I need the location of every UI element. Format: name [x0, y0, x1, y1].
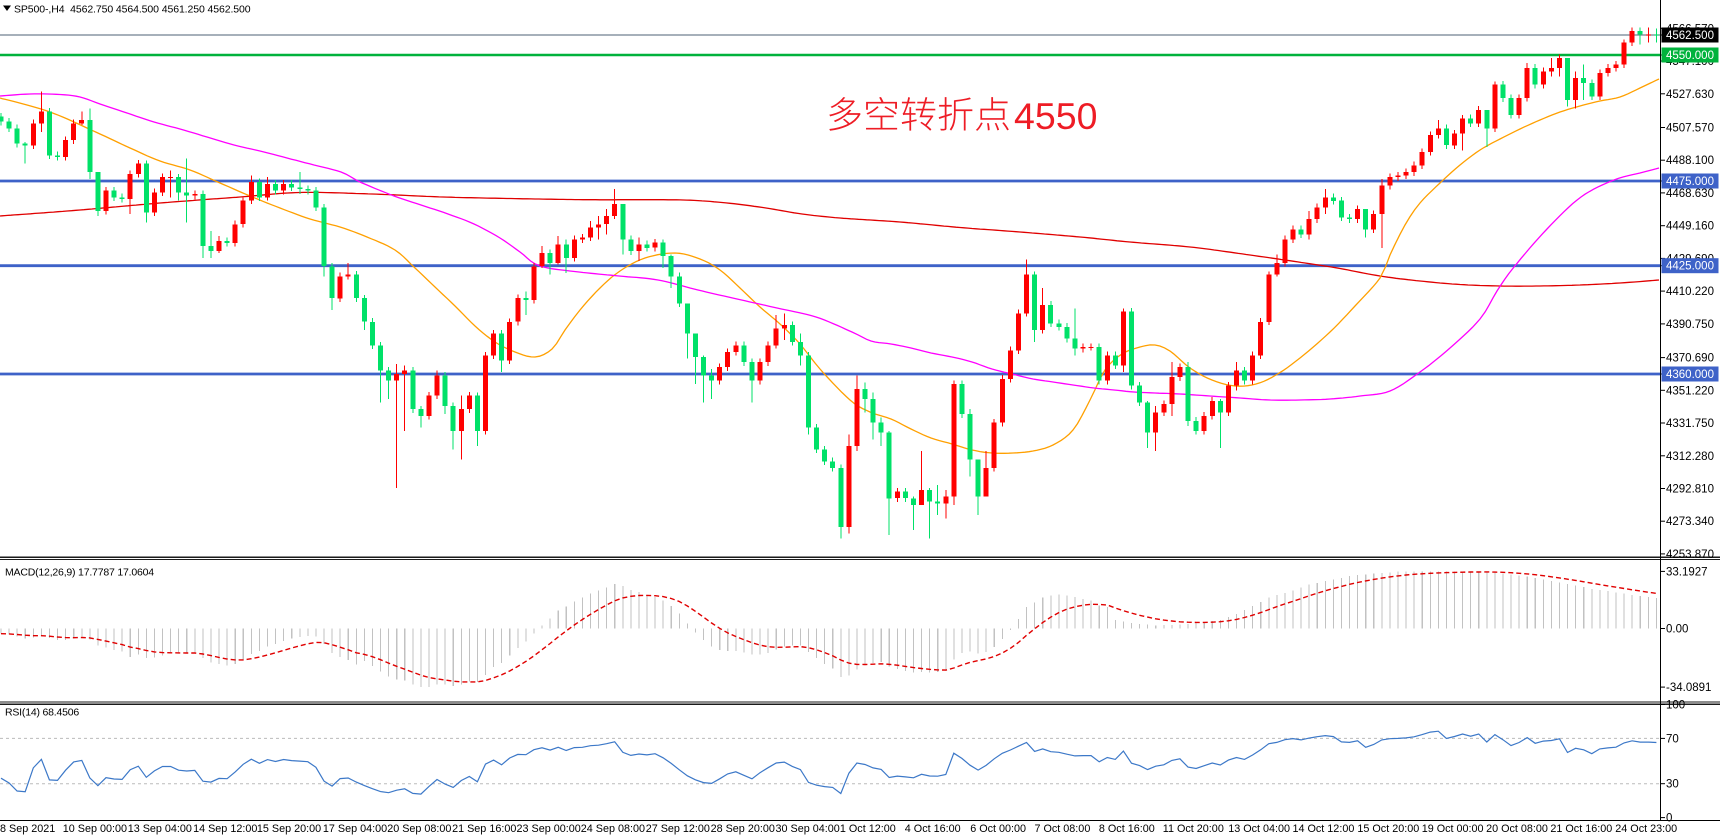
svg-text:4550: 4550	[1014, 95, 1097, 137]
svg-text:24 Oct 23:00: 24 Oct 23:00	[1615, 823, 1677, 835]
svg-text:0: 0	[1666, 813, 1672, 825]
svg-text:13 Oct 04:00: 13 Oct 04:00	[1228, 823, 1290, 835]
svg-text:27 Sep 12:00: 27 Sep 12:00	[646, 823, 710, 835]
svg-text:21 Sep 16:00: 21 Sep 16:00	[452, 823, 516, 835]
svg-text:4475.000: 4475.000	[1666, 176, 1714, 188]
svg-text:8 Sep 2021: 8 Sep 2021	[0, 823, 55, 835]
svg-text:17 Sep 04:00: 17 Sep 04:00	[323, 823, 387, 835]
svg-text:SP500-,H4 4562.750 4564.500 4: SP500-,H4 4562.750 4564.500 4561.250 456…	[14, 4, 251, 16]
svg-text:4507.570: 4507.570	[1666, 123, 1714, 135]
svg-text:4 Oct 16:00: 4 Oct 16:00	[905, 823, 961, 835]
svg-text:20 Oct 08:00: 20 Oct 08:00	[1486, 823, 1548, 835]
svg-text:4390.750: 4390.750	[1666, 319, 1714, 331]
svg-text:10 Sep 00:00: 10 Sep 00:00	[63, 823, 127, 835]
svg-text:0.00: 0.00	[1666, 624, 1688, 636]
svg-text:4273.340: 4273.340	[1666, 516, 1714, 528]
svg-text:14 Sep 12:00: 14 Sep 12:00	[193, 823, 257, 835]
svg-text:24 Sep 08:00: 24 Sep 08:00	[581, 823, 645, 835]
svg-text:4360.000: 4360.000	[1666, 369, 1714, 381]
svg-text:30: 30	[1666, 779, 1679, 791]
svg-text:4312.280: 4312.280	[1666, 451, 1714, 463]
svg-text:14 Oct 12:00: 14 Oct 12:00	[1293, 823, 1355, 835]
svg-text:4527.630: 4527.630	[1666, 89, 1714, 101]
svg-text:4562.500: 4562.500	[1666, 30, 1714, 42]
svg-text:4370.690: 4370.690	[1666, 353, 1714, 365]
svg-text:15 Sep 20:00: 15 Sep 20:00	[257, 823, 321, 835]
svg-text:4253.870: 4253.870	[1666, 549, 1714, 561]
svg-text:4410.220: 4410.220	[1666, 286, 1714, 298]
svg-text:4331.750: 4331.750	[1666, 418, 1714, 430]
svg-text:30 Sep 04:00: 30 Sep 04:00	[776, 823, 840, 835]
svg-text:4449.160: 4449.160	[1666, 221, 1714, 233]
svg-text:11 Oct 20:00: 11 Oct 20:00	[1163, 823, 1224, 835]
svg-text:4292.810: 4292.810	[1666, 484, 1714, 496]
svg-text:21 Oct 16:00: 21 Oct 16:00	[1550, 823, 1612, 835]
svg-text:23 Sep 00:00: 23 Sep 00:00	[517, 823, 581, 835]
svg-text:8 Oct 16:00: 8 Oct 16:00	[1099, 823, 1155, 835]
svg-text:4488.100: 4488.100	[1666, 155, 1714, 167]
svg-text:15 Oct 20:00: 15 Oct 20:00	[1357, 823, 1419, 835]
svg-text:7 Oct 08:00: 7 Oct 08:00	[1035, 823, 1091, 835]
svg-text:4550.000: 4550.000	[1666, 50, 1714, 62]
svg-text:33.1927: 33.1927	[1666, 566, 1708, 578]
svg-text:-34.0891: -34.0891	[1666, 682, 1711, 694]
svg-text:4425.000: 4425.000	[1666, 261, 1714, 273]
svg-text:RSI(14) 68.4506: RSI(14) 68.4506	[5, 707, 79, 719]
svg-text:MACD(12,26,9) 17.7787 17.0604: MACD(12,26,9) 17.7787 17.0604	[5, 567, 154, 579]
svg-text:20 Sep 08:00: 20 Sep 08:00	[387, 823, 451, 835]
svg-text:4351.220: 4351.220	[1666, 385, 1714, 397]
svg-text:1 Oct 12:00: 1 Oct 12:00	[840, 823, 896, 835]
svg-text:4468.630: 4468.630	[1666, 188, 1714, 200]
svg-text:13 Sep 04:00: 13 Sep 04:00	[128, 823, 192, 835]
svg-text:19 Oct 00:00: 19 Oct 00:00	[1422, 823, 1484, 835]
svg-text:6 Oct 00:00: 6 Oct 00:00	[970, 823, 1026, 835]
svg-text:28 Sep 20:00: 28 Sep 20:00	[711, 823, 775, 835]
svg-text:70: 70	[1666, 733, 1679, 745]
svg-text:100: 100	[1666, 700, 1685, 712]
